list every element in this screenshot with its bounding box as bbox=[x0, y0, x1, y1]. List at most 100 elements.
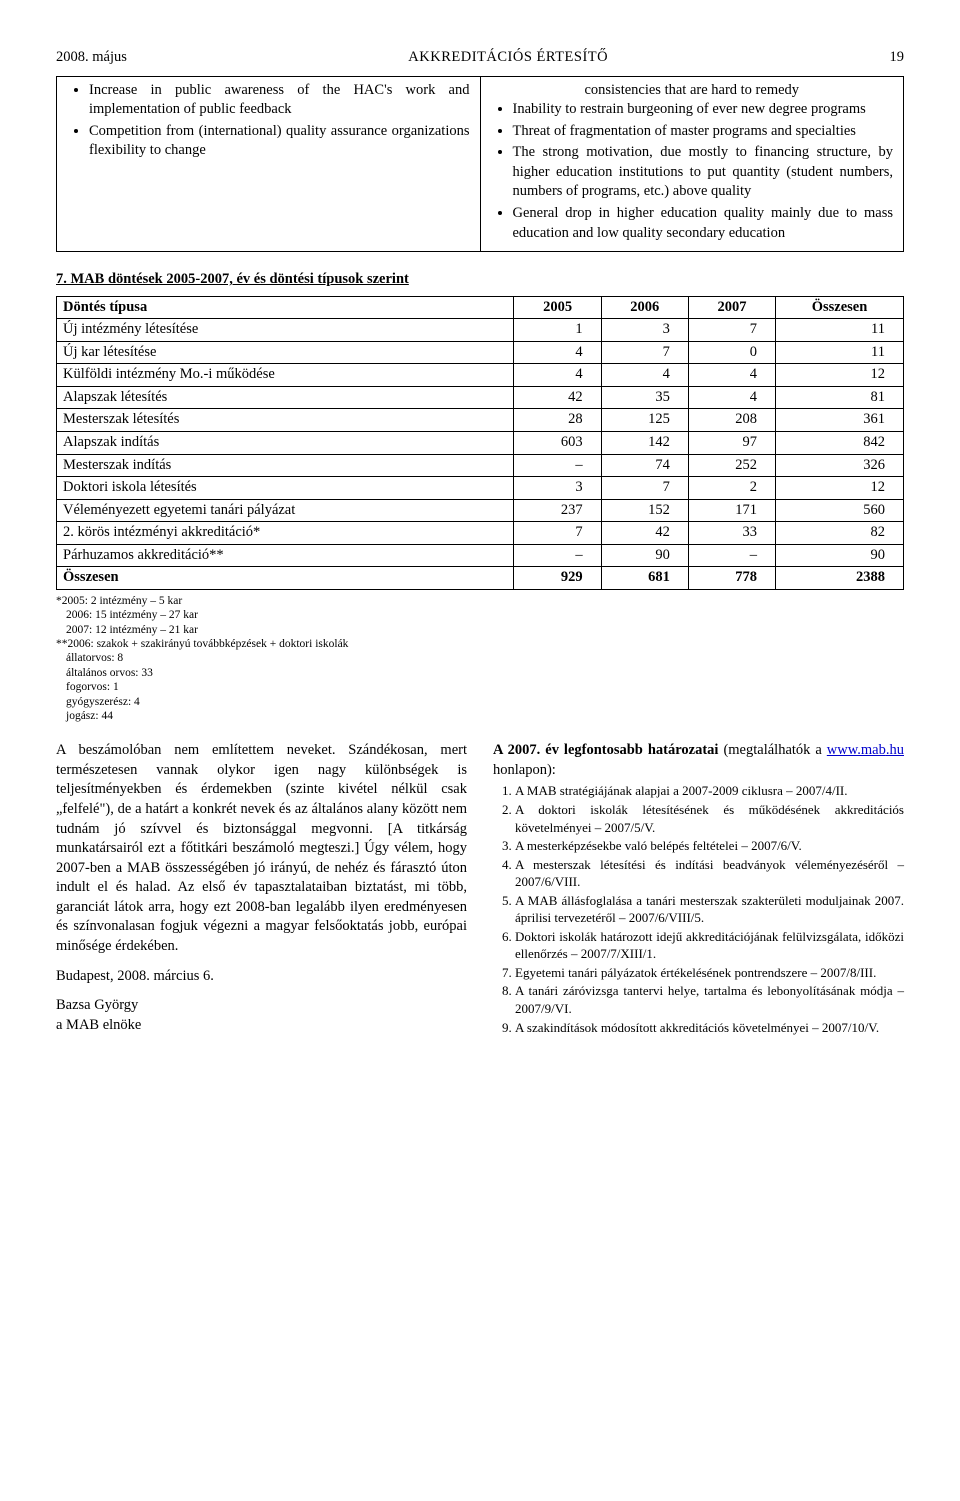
table-row: Alapszak indítás60314297842 bbox=[57, 432, 904, 455]
resolution-item: A tanári záróvizsga tantervi helye, tart… bbox=[515, 982, 904, 1017]
table-cell: Alapszak indítás bbox=[57, 432, 514, 455]
table-header-cell: 2006 bbox=[601, 296, 688, 319]
table-footnotes: *2005: 2 intézmény – 5 kar 2006: 15 inté… bbox=[56, 594, 904, 723]
table-cell: 4 bbox=[688, 386, 775, 409]
table-cell: 7 bbox=[601, 341, 688, 364]
table-cell: 326 bbox=[776, 454, 904, 477]
table-cell: 603 bbox=[514, 432, 601, 455]
footnote-line: 2006: 15 intézmény – 27 kar bbox=[56, 608, 904, 622]
swot-right-item: Threat of fragmentation of master progra… bbox=[513, 122, 894, 142]
left-column: A beszámolóban nem említettem neveket. S… bbox=[56, 741, 467, 1037]
table-cell: 12 bbox=[776, 477, 904, 500]
table-header-cell: 2007 bbox=[688, 296, 775, 319]
table-cell: 42 bbox=[601, 522, 688, 545]
resolution-item: A mesterszak létesítési és indítási bead… bbox=[515, 856, 904, 891]
signature-title: a MAB elnöke bbox=[56, 1016, 467, 1036]
table-row: Alapszak létesítés4235481 bbox=[57, 386, 904, 409]
mab-link-2[interactable]: .hu bbox=[886, 742, 904, 758]
table-cell: Új kar létesítése bbox=[57, 341, 514, 364]
page-header: 2008. május AKKREDITÁCIÓS ÉRTESÍTŐ 19 bbox=[56, 48, 904, 68]
swot-right-cell: consistencies that are hard to remedy In… bbox=[480, 76, 904, 252]
table-cell: 4 bbox=[514, 364, 601, 387]
table-cell: 1 bbox=[514, 319, 601, 342]
swot-left-item: Increase in public awareness of the HAC'… bbox=[89, 81, 470, 120]
resolution-item: A mesterképzésekbe való belépés feltétel… bbox=[515, 837, 904, 855]
resolution-item: A doktori iskolák létesítésének és működ… bbox=[515, 801, 904, 836]
footnote-line: fogorvos: 1 bbox=[56, 680, 904, 694]
table-cell: 90 bbox=[601, 544, 688, 567]
table-total-cell: Összesen bbox=[57, 567, 514, 590]
swot-right-item: The strong motivation, due mostly to fin… bbox=[513, 143, 894, 202]
table-row: Doktori iskola létesítés37212 bbox=[57, 477, 904, 500]
table-cell: 560 bbox=[776, 499, 904, 522]
resolutions-title-pre: (megtalálhatók a bbox=[723, 742, 826, 758]
table-cell: 361 bbox=[776, 409, 904, 432]
table-cell: 0 bbox=[688, 341, 775, 364]
resolutions-title-bold: A 2007. év legfontosabb határozatai bbox=[493, 742, 723, 758]
swot-box: Increase in public awareness of the HAC'… bbox=[56, 76, 904, 253]
table-cell: – bbox=[514, 454, 601, 477]
table-cell: Mesterszak létesítés bbox=[57, 409, 514, 432]
table-cell: – bbox=[514, 544, 601, 567]
right-column: A 2007. év legfontosabb határozatai (meg… bbox=[493, 741, 904, 1037]
table-row: Véleményezett egyetemi tanári pályázat23… bbox=[57, 499, 904, 522]
table-cell: 7 bbox=[601, 477, 688, 500]
table-cell: 2 bbox=[688, 477, 775, 500]
table-cell: Párhuzamos akkreditáció** bbox=[57, 544, 514, 567]
resolutions-title-post: honlapon): bbox=[493, 762, 556, 778]
table-row: Mesterszak létesítés28125208361 bbox=[57, 409, 904, 432]
header-page-number: 19 bbox=[890, 48, 905, 68]
swot-right-intro: consistencies that are hard to remedy bbox=[491, 81, 894, 101]
table-cell: 4 bbox=[688, 364, 775, 387]
table-total-cell: 929 bbox=[514, 567, 601, 590]
table-section-title: 7. MAB döntések 2005-2007, év és döntési… bbox=[56, 270, 904, 290]
swot-left-item: Competition from (international) quality… bbox=[89, 122, 470, 161]
table-cell: Véleményezett egyetemi tanári pályázat bbox=[57, 499, 514, 522]
header-title: AKKREDITÁCIÓS ÉRTESÍTŐ bbox=[408, 48, 608, 68]
table-cell: 3 bbox=[601, 319, 688, 342]
footnote-line: jogász: 44 bbox=[56, 709, 904, 723]
table-cell: 81 bbox=[776, 386, 904, 409]
resolution-item: Egyetemi tanári pályázatok értékelésének… bbox=[515, 964, 904, 982]
table-cell: 42 bbox=[514, 386, 601, 409]
table-total-cell: 2388 bbox=[776, 567, 904, 590]
table-row: Új kar létesítése47011 bbox=[57, 341, 904, 364]
summary-paragraph: A beszámolóban nem említettem neveket. S… bbox=[56, 741, 467, 956]
resolution-item: A szakindítások módosított akkreditációs… bbox=[515, 1019, 904, 1037]
resolution-item: A MAB állásfoglalása a tanári mesterszak… bbox=[515, 892, 904, 927]
table-cell: 74 bbox=[601, 454, 688, 477]
table-row: Új intézmény létesítése13711 bbox=[57, 319, 904, 342]
mab-link-1[interactable]: www.mab bbox=[827, 742, 886, 758]
resolution-item: Doktori iskolák határozott idejű akkredi… bbox=[515, 928, 904, 963]
table-cell: 152 bbox=[601, 499, 688, 522]
footnote-line: **2006: szakok + szakirányú továbbképzés… bbox=[56, 637, 904, 651]
swot-left-cell: Increase in public awareness of the HAC'… bbox=[57, 76, 481, 252]
table-cell: 35 bbox=[601, 386, 688, 409]
table-cell: 7 bbox=[514, 522, 601, 545]
footnote-line: általános orvos: 33 bbox=[56, 666, 904, 680]
table-cell: 842 bbox=[776, 432, 904, 455]
table-cell: 237 bbox=[514, 499, 601, 522]
table-header-row: Döntés típusa200520062007Összesen bbox=[57, 296, 904, 319]
table-cell: 12 bbox=[776, 364, 904, 387]
table-cell: 28 bbox=[514, 409, 601, 432]
resolution-item: A MAB stratégiájának alapjai a 2007-2009… bbox=[515, 782, 904, 800]
footnote-line: 2007: 12 intézmény – 21 kar bbox=[56, 623, 904, 637]
table-row: Külföldi intézmény Mo.-i működése44412 bbox=[57, 364, 904, 387]
table-row: Mesterszak indítás–74252326 bbox=[57, 454, 904, 477]
footnote-line: állatorvos: 8 bbox=[56, 651, 904, 665]
two-column-section: A beszámolóban nem említettem neveket. S… bbox=[56, 741, 904, 1037]
swot-right-item: Inability to restrain burgeoning of ever… bbox=[513, 100, 894, 120]
table-cell: – bbox=[688, 544, 775, 567]
footnote-line: *2005: 2 intézmény – 5 kar bbox=[56, 594, 904, 608]
table-cell: 142 bbox=[601, 432, 688, 455]
table-cell: 4 bbox=[514, 341, 601, 364]
table-cell: Külföldi intézmény Mo.-i működése bbox=[57, 364, 514, 387]
footnote-line: gyógyszerész: 4 bbox=[56, 695, 904, 709]
table-header-cell: 2005 bbox=[514, 296, 601, 319]
table-total-cell: 681 bbox=[601, 567, 688, 590]
table-cell: 252 bbox=[688, 454, 775, 477]
table-header-cell: Döntés típusa bbox=[57, 296, 514, 319]
resolutions-list: A MAB stratégiájának alapjai a 2007-2009… bbox=[493, 782, 904, 1036]
table-cell: 7 bbox=[688, 319, 775, 342]
